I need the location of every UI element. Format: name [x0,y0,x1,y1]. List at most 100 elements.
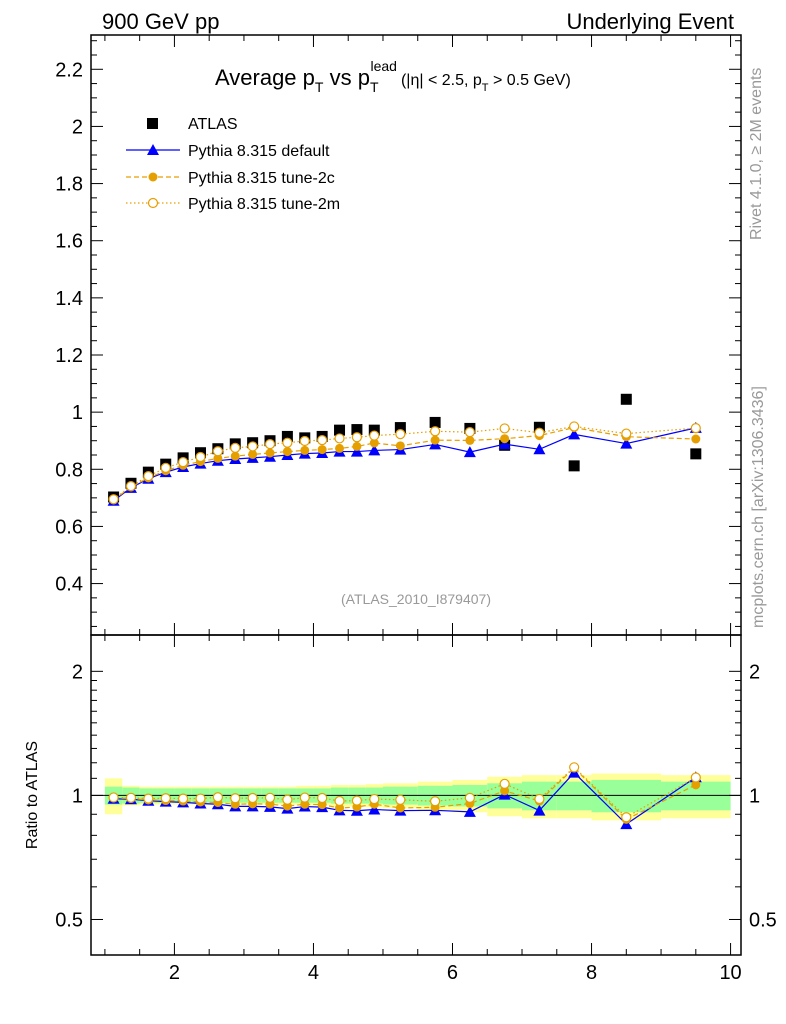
point-pythia-8-315-tune-2m [334,433,345,444]
point-pythia-8-315-tune-2c [335,443,345,453]
axis-ticks [91,35,741,955]
legend-marker-tune2m [147,197,159,209]
y-tick-labels: 0.4 0.6 0.8 1 1.2 1.4 1.6 1.8 2 2.2 [55,59,83,595]
x-tick-label: 8 [586,962,597,984]
point-pythia-8-315-tune-2m [212,446,223,457]
point-pythia-8-315-tune-2m [195,451,206,463]
ratio-point-pythia-8-315-tune-2m [195,793,206,804]
ratio-point-pythia-8-315-tune-2c [691,780,701,790]
title-cuts-sub: T [482,82,489,94]
point-pythia-8-315-tune-2m [369,430,380,441]
point-pythia-8-315-tune-2c [213,453,223,463]
y-tick-label: 1.6 [55,231,83,253]
ratio-point-pythia-8-315-tune-2m [621,812,632,823]
x-tick-label: 4 [308,962,319,984]
main-plot-series [107,393,702,506]
ratio-point-pythia-8-315-tune-2m [230,793,241,804]
ratio-line-pythia-8-315-tune-2m [113,766,697,818]
ratio-ylabel: Ratio to ATLAS [24,741,41,849]
ratio-point-pythia-8-315-tune-2c [500,786,510,796]
point-pythia-8-315-tune-2c [317,445,327,455]
ratio-point-pythia-8-315-tune-2c [335,803,345,813]
header-left: 900 GeV pp [102,9,219,34]
point-pythia-8-315-tune-2c [430,435,440,445]
legend-label-default: Pythia 8.315 default [188,143,330,160]
ratio-point-pythia-8-315-tune-2m [299,792,310,803]
y-tick-label: 0.8 [55,459,83,481]
point-pythia-8-315-tune-2m [299,435,310,447]
title-cuts-b: > 0.5 GeV) [489,72,571,89]
point-atlas [368,424,380,436]
point-atlas [429,416,441,428]
band-green [556,781,592,811]
ratio-point-pythia-8-315-default [533,804,546,816]
point-pythia-8-315-tune-2m [108,494,119,505]
legend-marker-default [147,144,159,155]
ratio-point-pythia-8-315-tune-2m [499,778,510,789]
mcplots-label: mcplots.cern.ch [arXiv:1306.3436] [750,386,767,628]
point-pythia-8-315-default [368,444,381,456]
ratio-point-pythia-8-315-tune-2m [569,762,580,773]
ratio-tick-label-left: 0.5 [55,909,83,931]
point-pythia-8-315-tune-2m [264,439,276,450]
ratio-point-pythia-8-315-tune-2m [334,795,345,807]
x-tick-labels: 2 4 6 8 10 [169,962,742,984]
ratio-point-pythia-8-315-tune-2m [143,793,154,804]
point-pythia-8-315-tune-2m [690,423,701,434]
point-pythia-8-315-tune-2c [500,434,510,444]
point-pythia-8-315-tune-2c [369,438,379,448]
y-tick-label: 2.2 [55,59,83,81]
ratio-point-pythia-8-315-tune-2m [430,796,441,807]
point-atlas [620,393,632,405]
ratio-point-pythia-8-315-tune-2m [212,792,223,803]
point-atlas [690,448,702,460]
ratio-point-pythia-8-315-tune-2m [464,792,475,803]
point-pythia-8-315-tune-2m [621,428,632,439]
header-right: Underlying Event [566,9,734,34]
point-atlas [394,422,406,434]
title-vs-sub: T [370,79,379,95]
ratio-tick-label-left: 2 [72,661,83,683]
title-main: Average p [215,65,315,90]
title-vs: vs p [323,65,369,90]
ratio-point-pythia-8-315-tune-2m [264,792,276,803]
point-pythia-8-315-default [533,443,546,455]
ratio-point-pythia-8-315-tune-2m [369,793,380,805]
ratio-tick-labels: 0.5 0.5 1 1 2 2 [55,661,777,931]
point-pythia-8-315-tune-2m [464,427,475,438]
point-pythia-8-315-tune-2m [125,481,137,492]
ratio-point-pythia-8-315-tune-2m [534,793,545,805]
point-pythia-8-315-tune-2c [395,441,405,451]
point-pythia-8-315-tune-2c [691,434,701,444]
point-pythia-8-315-tune-2m [351,432,363,443]
ratio-point-pythia-8-315-tune-2m [108,792,119,803]
ratio-tick-label-right: 2 [749,661,760,683]
ratio-point-pythia-8-315-tune-2m [125,792,137,803]
ratio-point-pythia-8-315-tune-2m [395,794,406,805]
point-pythia-8-315-tune-2c [282,447,292,457]
title-cuts-a: (|η| < 2.5, p [401,72,482,89]
point-atlas [334,424,346,436]
point-pythia-8-315-tune-2m [430,426,441,437]
rivet-label: Rivet 4.1.0, ≥ 2M events [748,68,765,240]
chart-title: Average pT vs pTlead(|η| < 2.5, pT > 0.5… [215,58,571,95]
legend-marker-atlas [147,118,158,129]
ratio-point-pythia-8-315-tune-2m [178,793,189,804]
point-pythia-8-315-tune-2m [178,457,189,468]
ratio-plot-series [107,762,702,830]
point-pythia-8-315-tune-2m [230,442,241,453]
y-tick-label: 1.8 [55,174,83,196]
ratio-point-pythia-8-315-tune-2c [395,803,405,813]
y-tick-label: 0.6 [55,516,83,538]
point-pythia-8-315-tune-2c [300,445,310,455]
ratio-point-pythia-8-315-default [463,805,476,817]
point-pythia-8-315-default [498,438,511,450]
y-tick-label: 0.4 [55,574,83,596]
point-pythia-8-315-default [463,446,476,458]
y-tick-label: 1.4 [55,288,83,310]
point-atlas [568,460,580,472]
point-pythia-8-315-tune-2c [352,441,362,451]
ratio-tick-label-left: 1 [72,785,83,807]
point-pythia-8-315-tune-2m [534,427,545,438]
